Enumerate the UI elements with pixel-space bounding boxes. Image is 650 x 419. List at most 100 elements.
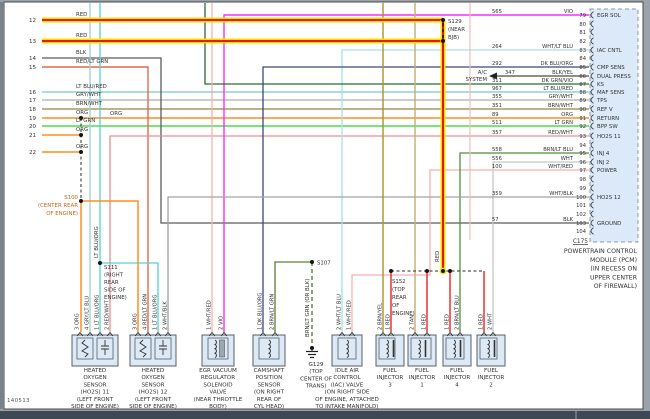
circuit-number: 89 — [492, 112, 499, 118]
component-pin-label: 1 RED — [479, 314, 485, 330]
circuit-number: 556 — [492, 156, 502, 162]
component-pin-label: 2 TAN — [410, 315, 416, 330]
pcm-pin-number: 88 — [579, 90, 586, 96]
pcm-pin-number: 91 — [579, 116, 586, 122]
pcm-pin-bracket — [590, 219, 594, 227]
component-caption: INJECTOR — [444, 375, 471, 381]
pcm-pin-label: GROUND — [597, 221, 621, 227]
left-row-color-label: ORG — [76, 127, 88, 133]
pcm-pin-label: IAC CNTL — [597, 48, 622, 54]
wire-556-wht — [492, 161, 589, 332]
pcm-pin-bracket — [590, 72, 594, 80]
left-row-number: 19 — [29, 116, 36, 122]
left-row-color-label: BLK — [76, 50, 87, 56]
component-pin-label: 2 BRN/LT BLU — [455, 295, 461, 330]
component-caption: IDLE AIR — [335, 368, 359, 374]
pcm-pin-bracket — [590, 158, 594, 166]
component-pin-label: 2 BRN/LT GRN — [270, 294, 276, 330]
splice-dot — [79, 199, 83, 203]
component-pin-label: 1 WHT/RED — [347, 300, 353, 330]
component-caption: TO INTAKE MANIFOLD) — [315, 404, 379, 410]
pin-arrow — [423, 331, 431, 337]
left-row-number: 12 — [29, 18, 36, 24]
diagram-label: (CENTER REAR — [38, 203, 78, 209]
component-pin-label: 2 WHT/LT BLU — [337, 294, 343, 330]
coil-symbol — [452, 339, 456, 359]
pcm-pin-label: CMP SENS — [597, 65, 625, 71]
pin-arrow — [338, 331, 346, 337]
ac-system-arrow — [489, 72, 497, 80]
pcm-pin-number: 94 — [579, 143, 586, 149]
component-caption: SENSOR — [83, 382, 106, 388]
component-ho2s-11 — [71, 334, 119, 367]
o2-heater-resistor — [81, 339, 89, 358]
component-pin-label: 2 WHT/BLK — [163, 301, 169, 330]
pin-arrow — [144, 331, 152, 337]
component-caption: VALVE — [209, 390, 227, 396]
wire-565-vio — [223, 14, 589, 332]
component-caption: INJECTOR — [377, 375, 404, 381]
pcm-pin-bracket — [590, 96, 594, 104]
pcm-connector-label: C175 — [573, 239, 588, 245]
pcm-pin-bracket — [590, 46, 594, 54]
component-caption: INJECTOR — [478, 375, 505, 381]
pin-arrow — [379, 331, 387, 337]
pcm-caption: MODULE (PCM) — [590, 257, 637, 264]
pcm-pin-bracket — [590, 141, 594, 149]
pcm-pin-bracket — [590, 105, 594, 113]
pin-arrow — [208, 331, 216, 337]
pin-arrow — [76, 331, 84, 337]
o2-cell-well — [154, 337, 172, 360]
pcm-pin-number: 85 — [579, 65, 586, 71]
pcm-caption: POWERTRAIN CONTROL — [564, 248, 638, 255]
pin-arrow — [387, 331, 395, 337]
wire-357-red-wht — [109, 135, 589, 332]
component-caption: EGR VACUUM — [199, 368, 237, 374]
pcm-pin-number: 84 — [579, 56, 586, 62]
wire-100-wht-red-iac — [351, 169, 589, 332]
splice-dot — [79, 116, 83, 120]
pcm-pin-number: 80 — [579, 22, 586, 28]
pcm-pin-number: 90 — [579, 107, 586, 113]
diagram-label: S129 — [448, 19, 462, 25]
pin-arrow — [271, 331, 279, 337]
component-caption: REGULATOR — [201, 375, 235, 381]
circuit-color: BLK/YEL — [552, 70, 573, 76]
pcm-pin-number: 82 — [579, 39, 586, 45]
circuit-color: WHT/RED — [548, 164, 573, 170]
component-pin-label: 1 WHT/RED — [207, 300, 213, 330]
component-well — [445, 337, 465, 360]
pcm-pin-number: 103 — [576, 221, 586, 227]
diagram-label: RED — [435, 251, 441, 262]
component-egr-solenoid — [201, 334, 235, 367]
pin-arrow — [134, 331, 142, 337]
diagram-label: ORG — [110, 111, 122, 117]
circuit-number: 355 — [492, 94, 502, 100]
component-caption: OXYGEN — [141, 375, 164, 381]
circuit-number: 565 — [492, 9, 502, 15]
splice-dot — [389, 269, 393, 273]
pcm-pin-number: 98 — [579, 177, 586, 183]
pcm-pin-bracket — [590, 201, 594, 209]
drawing-number: 140513 — [7, 398, 30, 404]
left-row-color-label: BRN/WHT — [76, 101, 103, 107]
pcm-pin-bracket — [590, 20, 594, 28]
pin-arrow — [164, 331, 172, 337]
pin-arrow — [154, 331, 162, 337]
pcm-pin-number: 102 — [576, 212, 586, 218]
left-row-number: 22 — [29, 150, 36, 156]
component-pin-label: 2 RED/WHT — [105, 299, 111, 330]
splice-dot — [448, 269, 452, 273]
component-caption: SIDE OF ENGINE) — [129, 404, 177, 410]
component-caption: REAR OF — [257, 397, 282, 403]
circuit-color: GRY/WHT — [549, 94, 574, 100]
left-row-number: 17 — [29, 98, 36, 104]
solenoid-core — [219, 339, 225, 358]
left-row-number: 21 — [29, 133, 36, 139]
o2-heater-well — [134, 337, 152, 360]
left-row-color-label: RED — [76, 33, 87, 39]
left-row-color-label: LT BLU/RED — [76, 84, 107, 90]
pcm-pin-number: 92 — [579, 124, 586, 130]
left-row-color-label: RED — [76, 12, 87, 18]
